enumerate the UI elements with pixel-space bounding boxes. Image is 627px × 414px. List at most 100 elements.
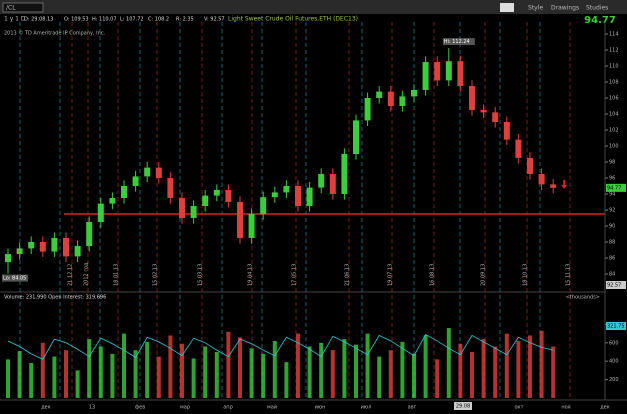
volume-bar bbox=[156, 356, 161, 398]
candle-body bbox=[295, 186, 301, 206]
volume-bar bbox=[504, 333, 509, 398]
candle-body bbox=[329, 174, 336, 194]
last-box-label: 94.77 bbox=[607, 185, 621, 191]
volume-bar bbox=[238, 337, 242, 398]
date-marker: 21.12.12 bbox=[68, 264, 74, 286]
y-tick-label: 84 bbox=[609, 272, 615, 278]
date-marker: 18.01.13 bbox=[114, 264, 120, 286]
date-marker: 17.05.13 bbox=[292, 264, 298, 286]
toolbar bbox=[0, 0, 627, 14]
date-marker: 15.02.13 bbox=[153, 264, 159, 286]
volume-bar bbox=[133, 350, 138, 398]
candle-body bbox=[469, 86, 475, 110]
volume-bar bbox=[319, 342, 324, 398]
ohlc-field: D: 29.08.13 bbox=[24, 17, 53, 23]
candle-body bbox=[515, 139, 522, 158]
month-label: окт bbox=[515, 405, 524, 411]
y-tick-label: 88 bbox=[609, 240, 615, 246]
symbol[interactable]: /CL bbox=[6, 5, 16, 12]
candle-body bbox=[480, 110, 487, 113]
candle-body bbox=[167, 178, 174, 198]
candle-body bbox=[353, 120, 359, 154]
y-tick-label: 100 bbox=[609, 144, 619, 150]
candle-body bbox=[213, 190, 220, 196]
candle-body bbox=[225, 190, 232, 202]
cursor-box-label: 92.57 bbox=[607, 283, 621, 289]
cursor-box bbox=[606, 281, 626, 289]
candle-body bbox=[28, 242, 35, 249]
volume-bar bbox=[98, 346, 103, 398]
oi-box-label: 321.75 bbox=[607, 324, 625, 330]
last-box bbox=[606, 183, 626, 192]
y-tick-label: 112 bbox=[609, 48, 619, 54]
volume-units: <thousands> bbox=[566, 295, 600, 301]
volume-bar bbox=[365, 333, 370, 398]
month-label: апр bbox=[223, 405, 233, 411]
candle-body bbox=[341, 154, 348, 194]
style-button[interactable]: Style bbox=[528, 5, 543, 12]
candle-body bbox=[132, 176, 139, 186]
candle-body bbox=[422, 62, 429, 90]
y-tick-label: 98 bbox=[609, 160, 615, 166]
y-tick-label: 108 bbox=[609, 80, 619, 86]
candle-body bbox=[527, 158, 533, 174]
volume-bar bbox=[539, 330, 544, 398]
lo-label: Lo: 84.05 bbox=[3, 276, 26, 282]
ohlc-field: C: 108.2 bbox=[148, 17, 169, 23]
date-marker: 19.04.13 bbox=[248, 264, 254, 286]
y-tick-label: 104 bbox=[609, 112, 619, 118]
copyright: 2013 © TD Ameritrade IP Company, Inc. bbox=[4, 30, 106, 37]
candle-body bbox=[144, 167, 151, 177]
volume-bar bbox=[180, 343, 184, 398]
ohlc-field: V: 92.57 bbox=[204, 17, 225, 23]
candle-body bbox=[190, 206, 197, 218]
volume-bar bbox=[203, 346, 208, 398]
symbol-input[interactable] bbox=[2, 2, 44, 13]
volume-bar bbox=[191, 358, 196, 398]
candle-body bbox=[318, 174, 325, 188]
volume-bar bbox=[52, 356, 57, 398]
candle-body bbox=[179, 198, 185, 218]
candle-body bbox=[283, 186, 290, 193]
volume-tick-label: 200 bbox=[609, 377, 619, 383]
volume-bar bbox=[296, 333, 300, 398]
candle-body bbox=[74, 246, 81, 257]
volume-bar bbox=[516, 340, 521, 398]
ohlc-field: O: 109.53 bbox=[64, 17, 89, 23]
last-arrow bbox=[561, 179, 568, 189]
open-interest-line bbox=[7, 333, 554, 360]
drawings-button[interactable]: Drawings bbox=[551, 5, 579, 12]
volume-bar bbox=[87, 339, 92, 398]
candle-body bbox=[260, 197, 267, 214]
volume-bar bbox=[168, 335, 173, 398]
volume-bar bbox=[330, 350, 335, 398]
volume-bar bbox=[493, 346, 498, 398]
candle-body bbox=[503, 122, 510, 140]
studies-button[interactable]: Studies bbox=[586, 5, 608, 12]
ohlc-field: R: 2.35 bbox=[176, 17, 194, 23]
candle-body bbox=[538, 174, 545, 185]
volume-bar bbox=[17, 351, 22, 398]
lo-box bbox=[2, 274, 28, 282]
month-label: мар bbox=[180, 405, 190, 411]
date-marker: 15.03.13 bbox=[198, 264, 204, 286]
volume-bar bbox=[284, 362, 289, 398]
candle-body bbox=[248, 214, 255, 238]
month-label: дек bbox=[41, 405, 51, 411]
month-label: фев bbox=[135, 405, 145, 411]
volume-bar bbox=[214, 352, 219, 398]
volume-bar bbox=[458, 343, 463, 398]
month-label: май bbox=[267, 404, 277, 411]
volume-bar bbox=[551, 346, 556, 398]
period-button[interactable] bbox=[500, 3, 514, 12]
volume-bar bbox=[470, 352, 474, 398]
date-marker: 16.08.13 bbox=[430, 264, 436, 286]
y-tick-label: 106 bbox=[609, 96, 619, 102]
candle-body bbox=[97, 203, 104, 222]
y-tick-label: 94 bbox=[609, 192, 615, 198]
hi-box bbox=[442, 38, 475, 46]
candle-body bbox=[86, 222, 93, 246]
y-tick-label: 102 bbox=[609, 128, 619, 134]
volume-bar bbox=[423, 335, 428, 398]
